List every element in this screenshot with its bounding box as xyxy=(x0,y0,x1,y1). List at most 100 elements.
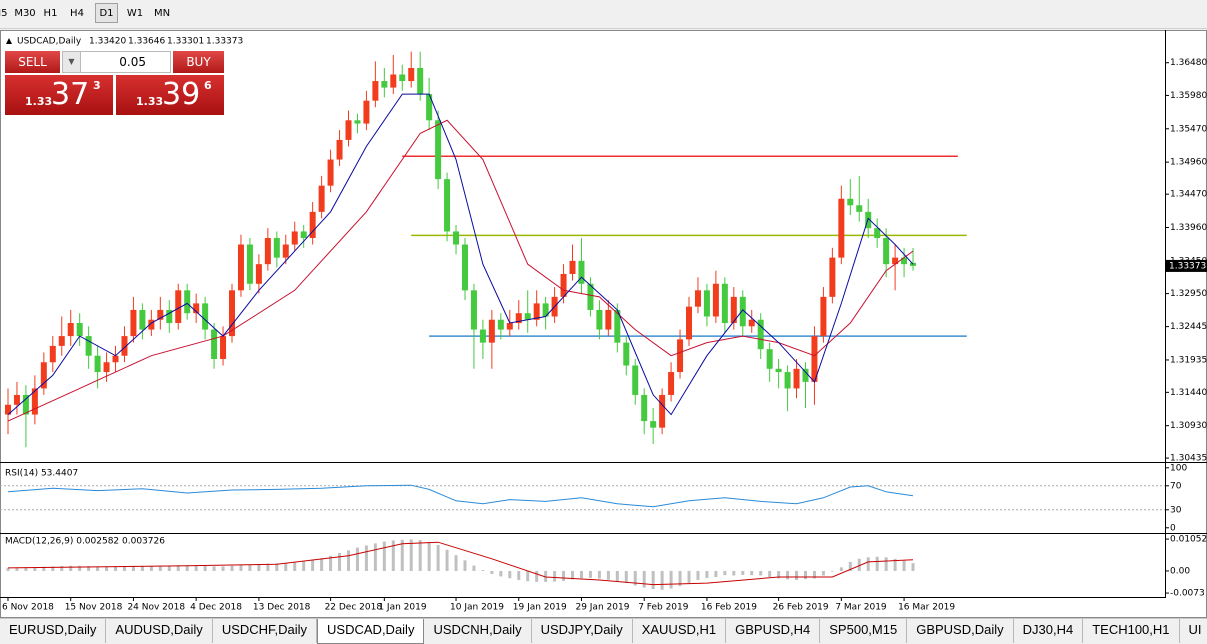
price-pips: 39 xyxy=(162,77,201,112)
buy-button[interactable]: BUY xyxy=(173,51,224,73)
macd-bar xyxy=(669,570,673,589)
x-tick-label: 10 Jan 2019 xyxy=(450,603,504,613)
macd-bar xyxy=(311,560,315,571)
current-price-box xyxy=(1166,259,1207,272)
chart-tab[interactable]: DJ30,H4 xyxy=(1014,619,1084,643)
candle-body xyxy=(865,211,872,229)
macd-bar xyxy=(418,540,422,571)
macd-bar xyxy=(750,570,754,576)
chart-tab[interactable]: USDJPY,Daily xyxy=(532,619,633,643)
candle-body xyxy=(246,244,253,284)
chart-tab[interactable]: AUDUSD,Daily xyxy=(106,619,213,643)
candle-body xyxy=(820,296,827,337)
timeframe-button[interactable]: W1 xyxy=(126,8,144,19)
macd-bar xyxy=(373,543,377,571)
candle-body xyxy=(560,273,567,297)
macd-bar xyxy=(517,570,521,581)
timeframe-button[interactable]: MN xyxy=(153,8,171,19)
chart-tab[interactable]: GBPUSD,Daily xyxy=(907,619,1014,643)
candle-body xyxy=(910,262,917,266)
macd-bar xyxy=(463,560,467,571)
macd-signal xyxy=(7,541,914,586)
x-tick-label: 1 Jan 2019 xyxy=(378,603,426,613)
y-tick-label: 0 xyxy=(1170,523,1176,533)
price-fraction: 3 xyxy=(93,79,101,92)
chart-tab[interactable]: USDCNH,Daily xyxy=(424,619,532,643)
price-big: 1.33 xyxy=(25,95,53,108)
chart-tab[interactable]: SP500,M15 xyxy=(820,619,908,643)
chart-tab[interactable]: XAUUSD,H1 xyxy=(633,619,727,643)
candle-body xyxy=(461,244,468,291)
macd-bar xyxy=(131,565,135,571)
lot-spinner[interactable]: ▼ xyxy=(63,52,81,72)
candle-body xyxy=(255,264,262,284)
y-tick-label: -0.0073 xyxy=(1170,589,1205,599)
lot-input[interactable]: ▼ 0.05 xyxy=(62,51,171,73)
macd-bar xyxy=(239,564,243,571)
candle-body xyxy=(901,257,908,265)
candle-body xyxy=(130,309,137,337)
candle-body xyxy=(506,323,513,330)
current-price-label: 1.33373 xyxy=(1169,261,1206,271)
candle-body xyxy=(838,198,845,258)
candle-body xyxy=(390,74,397,88)
candle-body xyxy=(542,303,549,317)
sell-price[interactable]: 1.33 37 3 xyxy=(5,75,113,115)
candle-body xyxy=(686,306,693,340)
y-tick-label: 1.33960 xyxy=(1170,223,1207,233)
candle-body xyxy=(300,231,307,238)
macd-bar xyxy=(167,565,171,571)
macd-bar xyxy=(562,570,566,581)
macd-bar xyxy=(266,563,270,571)
macd-bar xyxy=(60,566,64,571)
macd-bar xyxy=(185,565,189,571)
macd-bar xyxy=(221,566,225,571)
macd-bar xyxy=(257,564,261,571)
y-tick-label: 1.30930 xyxy=(1170,421,1207,431)
chart-tab[interactable]: USDCHF,Daily xyxy=(213,619,318,643)
macd-bar xyxy=(78,565,82,571)
chart-tab[interactable]: TECH100,H1 xyxy=(1083,619,1180,643)
macd-bar xyxy=(803,570,807,580)
macd-bar xyxy=(284,563,288,571)
candle-body xyxy=(488,319,495,343)
chart-tab[interactable]: EURUSD,Daily xyxy=(0,619,107,643)
candle-body xyxy=(381,81,388,88)
x-tick-label: 7 Feb 2019 xyxy=(638,603,689,613)
sell-button[interactable]: SELL xyxy=(5,51,60,73)
y-tick-label: 1.35470 xyxy=(1170,124,1207,134)
x-tick-label: 6 Nov 2018 xyxy=(2,603,54,613)
macd-bar xyxy=(597,570,601,579)
timeframe-button[interactable]: M5 xyxy=(0,8,8,19)
candle-body xyxy=(479,329,486,343)
macd-bar xyxy=(839,567,843,571)
candle-body xyxy=(193,303,200,314)
timeframe-button[interactable]: H1 xyxy=(43,8,58,19)
macd-bar xyxy=(87,566,91,571)
timeframe-button[interactable]: H4 xyxy=(70,8,84,19)
macd-bar xyxy=(642,570,646,588)
candle-body xyxy=(632,365,639,395)
chart-tab[interactable]: GBPUSD,H4 xyxy=(726,619,821,643)
macd-bar xyxy=(212,566,216,571)
macd-bar xyxy=(848,561,852,571)
macd-bar xyxy=(122,566,126,571)
x-tick-label: 16 Feb 2019 xyxy=(701,603,757,613)
macd-bar xyxy=(24,567,28,571)
macd-bar xyxy=(633,570,637,586)
macd-bar xyxy=(795,570,799,581)
macd-bar xyxy=(624,570,628,584)
macd-bar xyxy=(320,558,324,571)
timeframe-button[interactable]: M30 xyxy=(14,8,36,19)
candle-body xyxy=(677,339,684,373)
timeframe-button[interactable]: D1 xyxy=(95,3,118,23)
candle-body xyxy=(408,67,415,82)
buy-price[interactable]: 1.33 39 6 xyxy=(116,75,224,115)
macd-bar xyxy=(42,566,46,571)
ohlc-high: 1.33646 xyxy=(128,37,165,47)
macd-bar xyxy=(571,570,575,580)
chart-tab[interactable]: USDCAD,Daily xyxy=(317,619,425,644)
macd-bar xyxy=(293,562,297,571)
macd-bar xyxy=(275,563,279,571)
chart-tab[interactable]: UI xyxy=(1180,619,1207,643)
